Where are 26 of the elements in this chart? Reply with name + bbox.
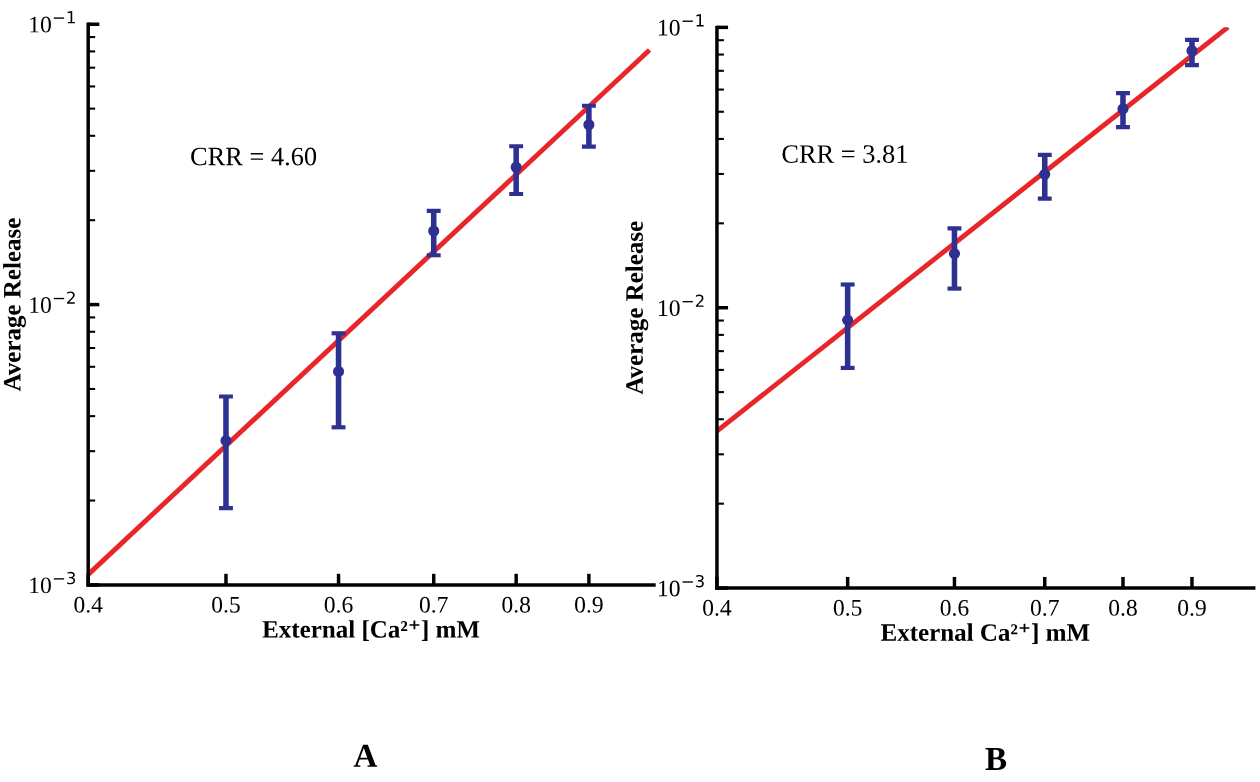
x-tick-label: 0.7	[1030, 599, 1059, 616]
x-tick-label: 0.5	[212, 596, 240, 613]
annotation: CRR = 3.81	[782, 145, 907, 164]
x-tick-label: 0.9	[1178, 599, 1206, 616]
x-axis-title: External Ca²⁺] mM	[880, 623, 1090, 645]
text: B	[985, 748, 1007, 770]
y-tick-label: 10$^{−2}$	[659, 294, 704, 317]
y-tick-label: 10$^{−2}$	[30, 291, 75, 313]
y-tick-label: 10$^{−1}$	[659, 14, 704, 36]
y-tick-label: 10$^{−1}$	[30, 11, 75, 33]
y-axis-title: Average Release	[625, 221, 649, 395]
x-tick-label: 0.9	[575, 596, 603, 613]
x-axis-title: External [Ca²⁺] mM	[262, 620, 480, 641]
x-tick-label: 0.6	[324, 596, 353, 613]
x-tick-label: 0.5	[833, 599, 862, 616]
x-tick-label: 0.4	[74, 596, 103, 613]
x-tick-label: 0.8	[1109, 599, 1137, 616]
y-tick-label: 10$^{−3}$	[659, 574, 704, 597]
x-tick-label: 0.6	[940, 599, 969, 616]
x-tick-label: 0.8	[502, 596, 531, 613]
annotation: CRR = 4.60	[191, 147, 317, 166]
text: A	[353, 744, 378, 767]
y-tick-label: 10$^{−3}$	[30, 571, 76, 594]
x-tick-label: 0.4	[703, 599, 732, 616]
y-axis-title: Average Release	[3, 218, 26, 392]
x-tick-label: 0.7	[419, 596, 448, 613]
